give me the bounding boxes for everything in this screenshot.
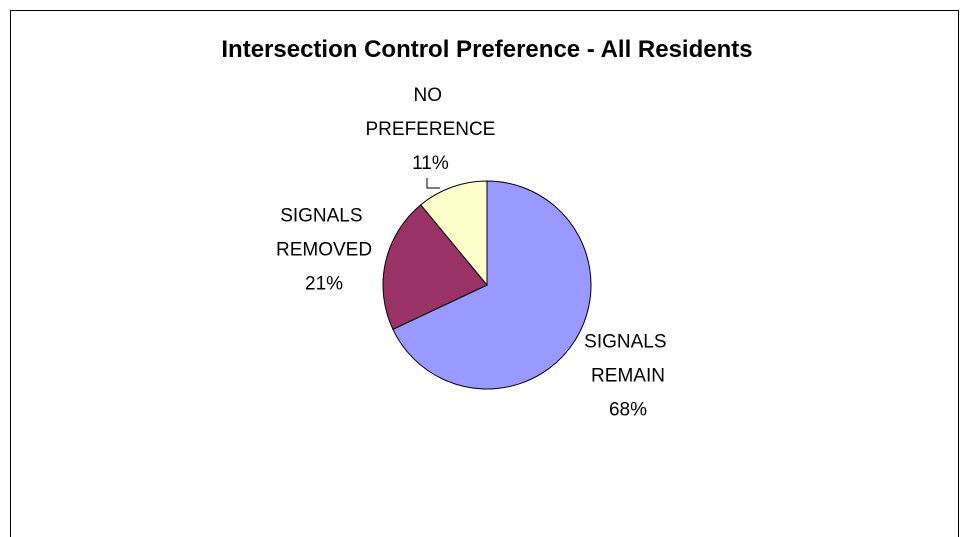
slice-value-label: 21% [305, 274, 343, 295]
slice-value-label: 68% [609, 399, 647, 420]
slice-value-label: 11% [412, 153, 449, 174]
chart-frame [10, 10, 959, 537]
pie-slice [392, 180, 592, 390]
pie-slice [420, 180, 488, 287]
chart-title: Intersection Control Preference - All Re… [221, 36, 752, 63]
slice-category-label: SIGNALS REMOVED [276, 206, 372, 261]
slice-category-label: SIGNALS REMAIN [584, 331, 672, 386]
pie-slice [382, 204, 488, 330]
slice-category-label: NO PREFERENCE [366, 85, 496, 140]
leader-line [426, 178, 440, 189]
